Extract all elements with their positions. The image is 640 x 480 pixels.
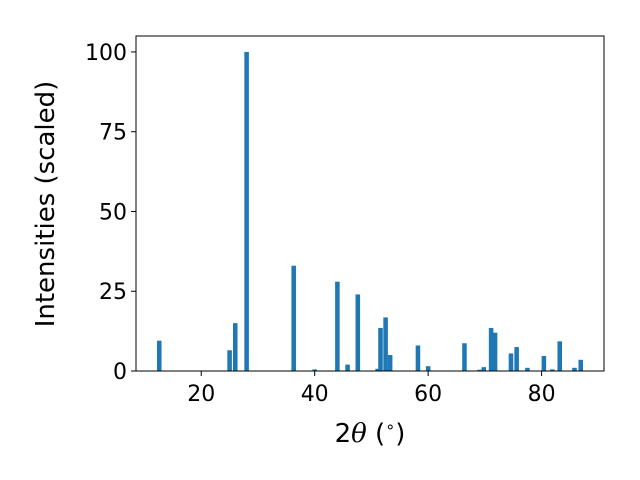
bar — [572, 367, 577, 371]
bar — [425, 366, 431, 371]
bar — [477, 369, 483, 371]
bar — [355, 294, 361, 371]
bar — [227, 350, 232, 371]
bar — [244, 51, 249, 371]
y-axis-label: Intensities (scaled) — [31, 81, 61, 328]
bar — [541, 356, 547, 371]
bar — [525, 367, 530, 371]
bar — [383, 317, 388, 371]
y-tick-label: 75 — [99, 121, 127, 146]
bar — [550, 369, 555, 371]
bar — [462, 343, 467, 371]
bar — [156, 340, 162, 371]
x-axis-label: 2θ (∘) — [335, 417, 406, 449]
bar — [291, 265, 296, 371]
x-tick-label: 20 — [187, 382, 215, 407]
x-tick-label: 60 — [414, 382, 442, 407]
y-axis-ticks: 0 25 50 75 100 — [85, 41, 136, 385]
bar — [345, 364, 350, 371]
bar — [387, 355, 393, 371]
bars-group — [156, 51, 584, 371]
bar — [488, 327, 494, 371]
plot-frame — [135, 35, 605, 372]
x-tick-label: 80 — [528, 382, 556, 407]
bar — [375, 368, 380, 371]
bar — [481, 367, 487, 371]
x-axis-ticks: 20 40 60 80 — [187, 371, 556, 407]
bar — [578, 359, 584, 371]
bar — [378, 327, 383, 371]
bar — [508, 353, 514, 371]
bar — [312, 369, 317, 371]
bar — [492, 332, 498, 371]
y-tick-label: 50 — [99, 200, 127, 225]
y-tick-label: 25 — [99, 280, 127, 305]
y-tick-label: 100 — [85, 41, 127, 66]
bar — [335, 281, 340, 371]
bar — [514, 347, 519, 371]
bar — [233, 323, 238, 371]
bar — [415, 345, 421, 371]
bar — [557, 341, 563, 371]
x-tick-label: 40 — [301, 382, 329, 407]
y-tick-label: 0 — [113, 360, 127, 385]
